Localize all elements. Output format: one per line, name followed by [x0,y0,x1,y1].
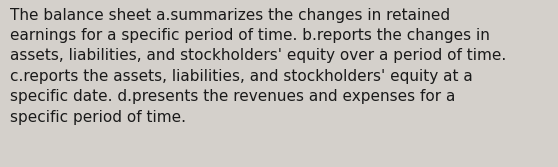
Text: The balance sheet a.summarizes the changes in retained
earnings for a specific p: The balance sheet a.summarizes the chang… [10,8,506,125]
